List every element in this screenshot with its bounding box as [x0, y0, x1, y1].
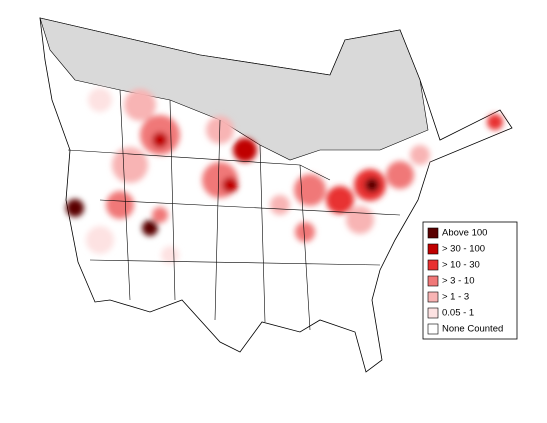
legend-swatch [427, 307, 439, 319]
boundaries [67, 89, 401, 331]
legend-swatch [427, 275, 439, 287]
legend: Above 100 > 30 - 100 > 10 - 30 > 3 - 10 > 1 … [422, 221, 518, 340]
legend-swatch [427, 227, 439, 239]
legend-label: > 10 - 30 [442, 260, 480, 271]
legend-box [422, 221, 518, 340]
legend-label: > 30 - 100 [442, 244, 485, 255]
legend-swatch [427, 323, 439, 335]
legend-label: Above 100 [442, 228, 487, 239]
legend-label: None Counted [442, 324, 503, 335]
legend-label: > 1 - 3 [442, 292, 469, 303]
legend-swatch [427, 259, 439, 271]
legend-swatch [427, 291, 439, 303]
legend-swatch [427, 243, 439, 255]
legend-label: 0.05 - 1 [442, 308, 474, 319]
legend-label: > 3 - 10 [442, 276, 474, 287]
unsurveyed-region [39, 17, 429, 161]
